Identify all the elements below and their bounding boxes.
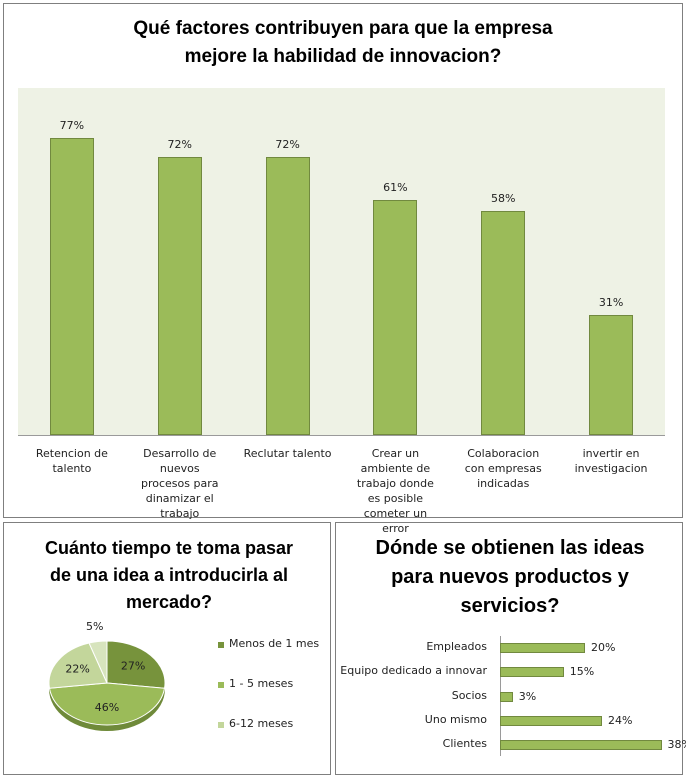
- bar: [157, 157, 202, 435]
- x-tick-label: invertir en investigacion: [574, 447, 648, 475]
- panel: [335, 522, 683, 775]
- y-tick-label: Equipo dedicado a innovar: [340, 664, 487, 678]
- x-tick-label: Crear un ambiente de trabajo donde es po…: [356, 447, 434, 535]
- value-label: 58%: [491, 192, 516, 206]
- chart-title: Dónde se obtienen las ideas para nuevos …: [375, 537, 645, 617]
- x-tick-label: Colaboracion con empresas indicadas: [464, 447, 542, 490]
- bar: [373, 199, 418, 435]
- y-tick-label: Empleados: [426, 640, 487, 653]
- x-tick-label: Reclutar talento: [243, 447, 332, 460]
- panel: [3, 3, 683, 518]
- panel: [3, 522, 331, 775]
- y-tick-label: Clientes: [442, 737, 487, 751]
- x-tick-label: Desarrollo de nuevos procesos para dinam…: [141, 447, 219, 520]
- bar: [265, 157, 310, 435]
- value-label: 3%: [518, 689, 537, 703]
- value-label: 61%: [383, 180, 408, 194]
- value-label: 20%: [591, 641, 616, 654]
- value-label: 72%: [167, 138, 192, 152]
- legend-swatch: [218, 642, 224, 648]
- slice-label: 22%: [65, 662, 89, 675]
- chart-title: Cuánto tiempo te toma pasar de una idea …: [44, 538, 294, 612]
- legend-label: 6-12 meses: [229, 717, 294, 730]
- value-label: 31%: [598, 296, 624, 310]
- slice-label: 46%: [95, 701, 119, 714]
- bar: [589, 315, 634, 435]
- pie-slice: [48, 682, 166, 726]
- legend-label: 1 - 5 meses: [229, 677, 294, 690]
- pie-slice: [106, 640, 166, 689]
- value-label: 15%: [569, 665, 595, 679]
- value-label: 38%: [667, 738, 686, 752]
- bar: [500, 667, 564, 678]
- plot-area: [18, 88, 665, 435]
- legend-swatch: [218, 722, 224, 728]
- bar: [481, 211, 526, 435]
- legend-swatch: [218, 682, 224, 688]
- bar: [500, 715, 602, 726]
- y-tick-label: Socios: [451, 688, 487, 702]
- value-label: 24%: [608, 713, 633, 727]
- slice-label: 27%: [121, 659, 145, 672]
- bar: [49, 138, 94, 435]
- slice-label: 5%: [86, 620, 103, 633]
- value-label: 77%: [59, 119, 85, 133]
- bar: [500, 643, 585, 653]
- pie-slice: [88, 640, 108, 684]
- x-tick-label: Retencion de talento: [35, 447, 108, 475]
- legend-label: Menos de 1 mes: [229, 637, 320, 650]
- baseline: [18, 435, 665, 436]
- y-tick-label: Uno mismo: [424, 712, 487, 726]
- bar: [500, 740, 662, 751]
- chart-title: Qué factores contribuyen para que la emp…: [133, 18, 553, 67]
- pie-slice: [48, 642, 108, 689]
- bar: [500, 691, 513, 702]
- value-label: 72%: [275, 138, 300, 152]
